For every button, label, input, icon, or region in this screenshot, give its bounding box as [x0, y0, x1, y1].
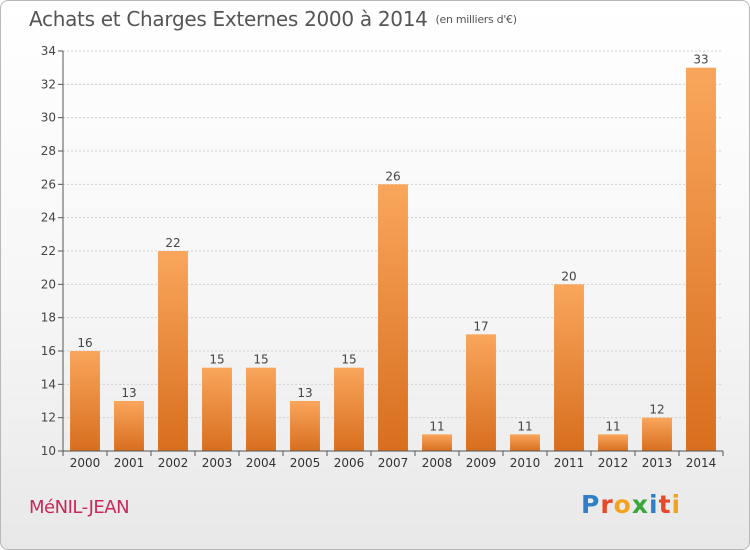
data-label-2010: 11 [517, 419, 532, 433]
x-axis: 2000 2001 2002 2003 2004 2005 2006 2007 2008 2009… [62, 450, 724, 470]
y-tick-label: 12 [41, 411, 56, 425]
y-tick-label: 32 [41, 77, 56, 91]
bar-2004 [246, 367, 276, 451]
data-label-2001: 13 [121, 386, 136, 400]
x-tick-label-2013: 2013 [642, 456, 673, 470]
x-tick-label-2000: 2000 [70, 456, 101, 470]
bar-2000 [70, 351, 100, 451]
y-tick-label: 30 [41, 111, 56, 125]
y-tick-label: 22 [41, 244, 56, 258]
data-label-2003: 15 [209, 353, 224, 367]
bar-2014 [686, 67, 716, 452]
bar-2013 [642, 417, 672, 451]
y-tick-label: 34 [41, 44, 56, 58]
bar-2005 [290, 401, 320, 451]
data-labels: 16 13 22 15 15 13 15 26 11 17 11 20 11 12 33 [77, 53, 708, 434]
bar-2001 [114, 401, 144, 451]
y-tick-label: 14 [41, 377, 56, 391]
bar-2003 [202, 367, 232, 451]
data-label-2004: 15 [253, 353, 268, 367]
bar-2011 [554, 284, 584, 451]
data-label-2008: 11 [429, 419, 444, 433]
x-tick-label-2006: 2006 [334, 456, 365, 470]
x-tick-label-2010: 2010 [510, 456, 541, 470]
data-label-2009: 17 [473, 319, 488, 333]
data-label-2011: 20 [561, 269, 576, 283]
bar-2012 [598, 434, 628, 451]
bar-2002 [158, 251, 188, 451]
data-label-2013: 12 [649, 403, 664, 417]
x-tick-label-2011: 2011 [554, 456, 585, 470]
x-tick-label-2003: 2003 [202, 456, 233, 470]
x-tick-label-2009: 2009 [466, 456, 497, 470]
x-tick-label-2014: 2014 [686, 456, 717, 470]
x-tick-label-2008: 2008 [422, 456, 453, 470]
y-tick-label: 16 [41, 344, 56, 358]
bar-2008 [422, 434, 452, 451]
bar-2007 [378, 184, 408, 452]
chart-title-text: Achats et Charges Externes 2000 à 2014 [29, 7, 428, 31]
data-label-2000: 16 [77, 336, 92, 350]
bar-2010 [510, 434, 540, 451]
x-tick-label-2005: 2005 [290, 456, 321, 470]
y-tick-label: 26 [41, 177, 56, 191]
x-tick-label-2012: 2012 [598, 456, 629, 470]
bar-2009 [466, 334, 496, 451]
bars [70, 67, 716, 452]
x-tick-label-2007: 2007 [378, 456, 409, 470]
x-tick-label-2002: 2002 [158, 456, 189, 470]
data-label-2012: 11 [605, 419, 620, 433]
y-tick-label: 10 [41, 444, 56, 458]
chart-title: Achats et Charges Externes 2000 à 2014 (e… [29, 7, 517, 31]
place-name: MéNIL-JEAN [29, 497, 130, 518]
data-label-2007: 26 [385, 169, 400, 183]
data-label-2005: 13 [297, 386, 312, 400]
data-label-2002: 22 [165, 236, 180, 250]
y-axis: 10 12 14 16 18 20 22 24 26 28 30 32 34 [41, 44, 64, 458]
y-tick-label: 20 [41, 277, 56, 291]
bar-2006 [334, 367, 364, 451]
data-label-2014: 33 [693, 53, 708, 67]
x-tick-label-2004: 2004 [246, 456, 277, 470]
proxiti-logo: Proxiti [581, 490, 682, 519]
y-tick-label: 28 [41, 144, 56, 158]
y-tick-label: 24 [41, 211, 56, 225]
y-tick-label: 18 [41, 311, 56, 325]
chart-unit: (en milliers d'€) [435, 13, 517, 26]
data-label-2006: 15 [341, 353, 356, 367]
x-tick-label-2001: 2001 [114, 456, 145, 470]
